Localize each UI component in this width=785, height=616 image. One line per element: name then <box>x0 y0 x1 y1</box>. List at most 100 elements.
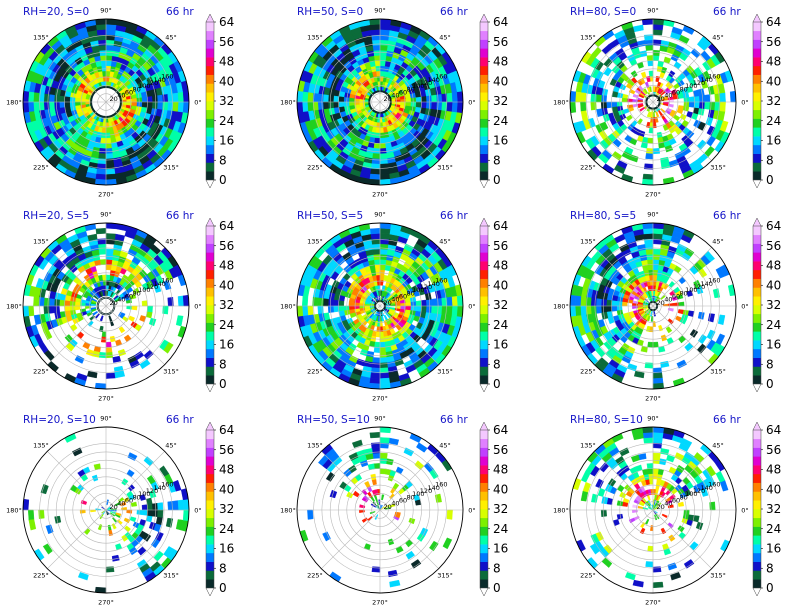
colorbar-swatch <box>480 243 488 253</box>
colorbar-tick-label: 0 <box>493 581 501 595</box>
panel-title: RH=20, S=10 <box>23 414 96 426</box>
colorbar-swatch <box>480 65 488 75</box>
polar-plot: 20 40 60 8010012014016090°45°0°315°270°225°… <box>553 415 781 607</box>
colorbar-swatch <box>480 456 488 466</box>
colorbar-swatch <box>206 366 214 376</box>
angle-tick-label: 90° <box>374 211 386 219</box>
radial-tick-label: 140 <box>427 76 439 84</box>
panel-time-label: 66 hr <box>440 414 468 426</box>
radial-tick-label: 20 <box>657 503 665 511</box>
colorbar-swatch <box>753 261 761 271</box>
angular-gridline <box>379 101 439 161</box>
colorbar: 0 8 16 24 32 40 48 56 64 <box>752 421 781 597</box>
panel-title: RH=50, S=5 <box>297 210 364 222</box>
colorbar-swatch <box>480 57 488 67</box>
angle-tick-label: 45° <box>165 441 177 449</box>
panel-8: RH=80, S=10 66 hr 20 40 60 80 100 120 140 160 90… <box>547 408 785 612</box>
colorbar-tick-label: 56 <box>219 35 234 49</box>
angular-gridline <box>47 509 107 569</box>
radial-tick-label: 60 <box>672 292 680 300</box>
angle-tick-label: 135° <box>580 237 596 245</box>
colorbar-swatch <box>480 171 488 181</box>
radial-tick-label: 160 <box>435 277 447 285</box>
angular-gridline <box>652 43 712 103</box>
radial-tick-label: 160 <box>708 73 720 81</box>
radial-tick-label: 80 <box>407 289 415 297</box>
colorbar-swatch <box>206 447 214 457</box>
angular-gridline <box>594 509 654 569</box>
colorbar-swatch <box>480 322 488 332</box>
panel-5: RH=80, S=5 66 hr 20 40 60 80 100 120 140 160 90°… <box>547 204 785 408</box>
colorbar-tick-label: 0 <box>766 581 774 595</box>
angle-tick-label: 90° <box>100 7 112 15</box>
radial-tick-label: 140 <box>700 484 712 492</box>
angle-tick-label: 180° <box>6 99 22 107</box>
colorbar-swatch <box>480 313 488 323</box>
colorbar-tick-label: 24 <box>493 522 508 536</box>
colorbar-tick-label: 64 <box>493 423 508 437</box>
angle-tick-label: 270° <box>372 599 388 607</box>
colorbar-swatch <box>480 109 488 119</box>
colorbar-tick-label: 0 <box>493 377 501 391</box>
colorbar-swatch <box>480 261 488 271</box>
colorbar-swatch <box>753 447 761 457</box>
angle-tick-label: 45° <box>439 33 451 41</box>
colorbar-swatch <box>206 109 214 119</box>
radial-tick-label: 20 <box>384 503 392 511</box>
angle-tick-label: 315° <box>710 572 726 580</box>
colorbar-tick-label: 32 <box>493 502 508 516</box>
angle-tick-label: 90° <box>647 7 659 15</box>
colorbar-swatch <box>753 482 761 492</box>
colorbar-swatch <box>753 226 761 236</box>
colorbar-swatch <box>206 438 214 448</box>
colorbar-swatch <box>206 30 214 40</box>
polar-plot: 20 40 60 8010012014016090°45°0°315°270°225°… <box>280 211 508 403</box>
radial-tick-label: 40 <box>391 500 399 508</box>
colorbar-tick-label: 16 <box>219 134 234 148</box>
colorbar-swatch <box>753 153 761 163</box>
colorbar-tick-label: 0 <box>219 581 227 595</box>
colorbar-swatch <box>753 243 761 253</box>
angle-tick-label: 45° <box>165 33 177 41</box>
radial-tick-label: 40 <box>664 92 672 100</box>
colorbar-swatch <box>753 48 761 58</box>
colorbar-swatch <box>753 491 761 501</box>
colorbar-tick-label: 64 <box>766 15 781 29</box>
colorbar-tick-label: 32 <box>766 502 781 516</box>
angular-gridline <box>105 305 165 365</box>
panel-time-label: 66 hr <box>166 210 194 222</box>
colorbar-swatch <box>753 500 761 510</box>
colorbar-swatch <box>480 579 488 589</box>
colorbar-swatch <box>480 447 488 457</box>
colorbar-swatch <box>480 509 488 519</box>
angle-tick-label: 180° <box>553 507 569 515</box>
panel-title: RH=50, S=10 <box>297 414 370 426</box>
colorbar-swatch <box>480 83 488 93</box>
angular-gridline <box>321 43 381 103</box>
colorbar-swatch <box>206 340 214 350</box>
angle-tick-label: 135° <box>580 33 596 41</box>
colorbar-tick-label: 32 <box>219 502 234 516</box>
polar-plot: 20 40 60 8010012014016090°45°0°315°270°225°… <box>280 7 508 199</box>
colorbar-swatch <box>206 162 214 172</box>
angular-gridline <box>594 305 654 365</box>
colorbar-swatch <box>480 136 488 146</box>
radial-tick-label: 40 <box>664 296 672 304</box>
panel-title: RH=80, S=0 <box>570 6 637 18</box>
colorbar-tick-label: 40 <box>493 278 508 292</box>
colorbar-tick-label: 64 <box>766 219 781 233</box>
colorbar-swatch <box>753 340 761 350</box>
colorbar-swatch <box>480 39 488 49</box>
colorbar-swatch <box>480 144 488 154</box>
colorbar-swatch <box>480 101 488 111</box>
panel-3: RH=20, S=5 66 hr 20 40 60 80 100 120 140 160 90°… <box>0 204 262 408</box>
colorbar: 0 8 16 24 32 40 48 56 64 <box>479 421 508 597</box>
angle-tick-label: 0° <box>194 507 201 515</box>
angular-gridline <box>105 43 165 103</box>
angle-tick-label: 0° <box>194 303 201 311</box>
polar-plot: 20 40 60 8010012014016090°45°0°315°270°225°… <box>6 211 234 403</box>
colorbar-tick-label: 64 <box>219 219 234 233</box>
angle-tick-label: 225° <box>33 368 49 376</box>
colorbar-swatch <box>753 171 761 181</box>
